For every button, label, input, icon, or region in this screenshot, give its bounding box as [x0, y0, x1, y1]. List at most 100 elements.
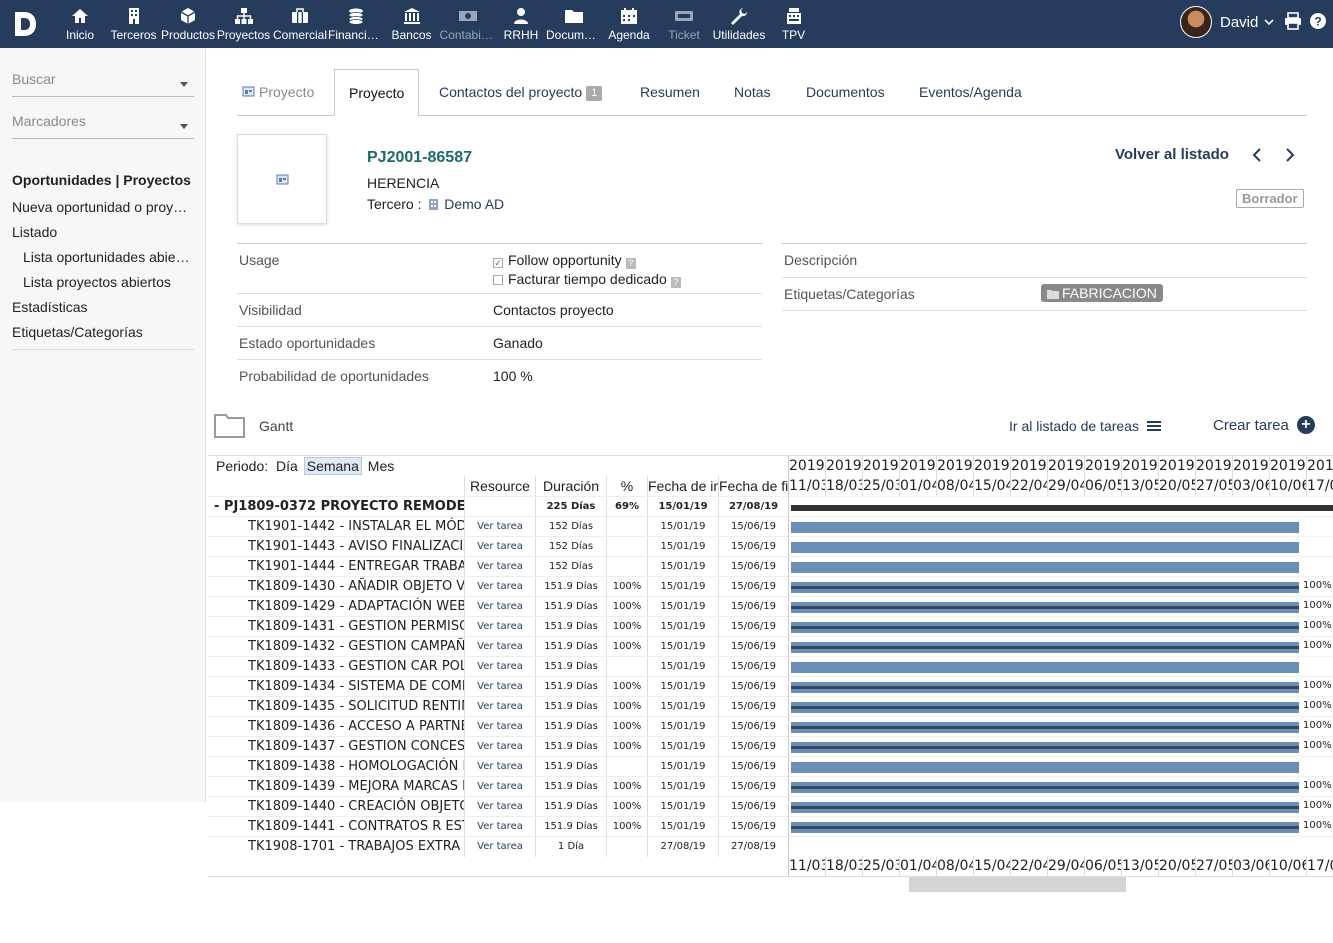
follow-opportunity-checkbox[interactable]: ✓ [493, 258, 503, 268]
gantt-task-row: TK1809-1439 - MEJORA MARCAS M Ver tarea 15… [208, 776, 788, 797]
timeline-week: 15/04 [974, 856, 1011, 876]
period-option-day[interactable]: Día [276, 458, 298, 474]
task-end: 15/06/19 [718, 697, 788, 717]
task-name: TK1901-1442 - INSTALAR EL MÓDULO [248, 519, 464, 534]
task-name: TK1809-1435 - SOLICITUD RENTING [248, 699, 464, 714]
view-task-link[interactable]: Ver tarea [464, 557, 535, 577]
project-title: HERENCIA [367, 175, 440, 191]
nav-item-documentos[interactable]: Documentos [546, 0, 602, 48]
go-to-task-list-link[interactable]: Ir al listado de tareas [1009, 418, 1161, 434]
view-task-link[interactable]: Ver tarea [464, 517, 535, 537]
view-task-link[interactable]: Ver tarea [464, 837, 535, 857]
task-name[interactable]: - PJ1809-0372 PROYECTO REMODELACION [214, 499, 464, 514]
nav-item-proyectos[interactable]: Proyectos [215, 0, 272, 48]
gantt-task-bar[interactable] [791, 582, 1299, 593]
nav-item-ticket[interactable]: Ticket [656, 0, 712, 48]
nav-item-agenda[interactable]: Agenda [602, 0, 656, 48]
nav-item-utilidades[interactable]: Utilidades [712, 0, 766, 48]
view-task-link[interactable]: Ver tarea [464, 577, 535, 597]
tab-project-icon[interactable]: Proyecto [242, 69, 314, 116]
view-task-link[interactable]: Ver tarea [464, 777, 535, 797]
gantt-task-bar[interactable] [791, 822, 1299, 833]
view-task-link[interactable]: Ver tarea [464, 597, 535, 617]
nav-item-bancos[interactable]: Bancos [384, 0, 439, 48]
gantt-task-bar[interactable] [791, 702, 1299, 713]
back-to-list-link[interactable]: Volver al listado [1115, 146, 1229, 163]
gantt-task-bar[interactable] [791, 602, 1299, 613]
printer-icon[interactable] [1284, 12, 1302, 30]
view-task-link[interactable] [464, 497, 535, 517]
left-menu-item[interactable]: Nueva oportunidad o proyecto [12, 199, 194, 215]
gantt-task-bar[interactable] [791, 662, 1299, 673]
gantt-task-bar[interactable] [791, 682, 1299, 693]
dolibarr-logo[interactable] [12, 10, 38, 38]
view-task-link[interactable]: Ver tarea [464, 737, 535, 757]
gantt-task-bar[interactable] [791, 782, 1299, 793]
view-task-link[interactable]: Ver tarea [464, 757, 535, 777]
view-task-link[interactable]: Ver tarea [464, 637, 535, 657]
nav-item-label: TPV [781, 28, 806, 42]
view-task-link[interactable]: Ver tarea [464, 657, 535, 677]
gantt-task-bar[interactable] [791, 722, 1299, 733]
tag-chip[interactable]: FABRICACION [1041, 284, 1163, 302]
horizontal-scrollbar[interactable] [909, 877, 1126, 892]
period-option-month[interactable]: Mes [367, 458, 395, 474]
gantt-progress-bar [791, 606, 1299, 609]
tab-proyecto[interactable]: Proyecto [334, 69, 420, 116]
gantt-task-bar[interactable] [791, 562, 1299, 573]
gantt-bar-percent: 100% [1303, 720, 1332, 731]
view-task-link[interactable]: Ver tarea [464, 617, 535, 637]
list-icon [1146, 421, 1161, 431]
gantt-summary-bar[interactable] [791, 505, 1333, 511]
tab-notas[interactable]: Notas [734, 69, 771, 116]
view-task-link[interactable]: Ver tarea [464, 797, 535, 817]
gantt-task-bar[interactable] [791, 522, 1299, 533]
search-select[interactable]: Buscar [12, 71, 194, 97]
help-icon[interactable]: ? [1309, 12, 1327, 30]
left-menu-item[interactable]: Lista proyectos abiertos [23, 274, 171, 290]
gantt-task-bar[interactable] [791, 762, 1299, 773]
nav-item-tpv[interactable]: TPV [766, 0, 821, 48]
tab-eventos[interactable]: Eventos/Agenda [919, 69, 1022, 116]
bookmarks-select[interactable]: Marcadores [12, 113, 194, 139]
nav-item-financiera[interactable]: Financiera [328, 0, 384, 48]
gantt-task-bar[interactable] [791, 642, 1299, 653]
nav-item-contabilidad[interactable]: Contabilidad [439, 0, 496, 48]
gantt-task-bar[interactable] [791, 802, 1299, 813]
nav-item-terceros[interactable]: Terceros [106, 0, 161, 48]
left-menu-item[interactable]: Etiquetas/Categorías [12, 324, 143, 340]
bill-time-checkbox[interactable] [493, 275, 503, 285]
thirdparty-link[interactable]: Demo AD [444, 196, 505, 212]
nav-item-productos[interactable]: Productos [161, 0, 215, 48]
left-menu-item[interactable]: Oportunidades | Proyectos [12, 172, 191, 188]
left-menu-item[interactable]: Listado [12, 224, 58, 240]
task-end: 15/06/19 [718, 797, 788, 817]
gantt-task-bar[interactable] [791, 622, 1299, 633]
task-duration: 151.9 Días [535, 777, 606, 797]
tab-resumen[interactable]: Resumen [640, 69, 700, 116]
timeline-week: 25/03 [863, 476, 900, 496]
view-task-link[interactable]: Ver tarea [464, 697, 535, 717]
nav-item-rrhh[interactable]: RRHH [496, 0, 546, 48]
left-menu-item[interactable]: Lista oportunidades abiertas [23, 249, 194, 265]
tab-documentos[interactable]: Documentos [806, 69, 885, 116]
gantt-task-bar[interactable] [791, 742, 1299, 753]
timeline-weeks-footer: 11/0318/0325/0301/0408/0415/0422/0429/04… [789, 856, 1333, 876]
create-task-button[interactable]: Crear tarea + [1213, 416, 1315, 434]
tab-contactos[interactable]: Contactos del proyecto 1 [439, 69, 603, 116]
left-menu-item[interactable]: Estadísticas [12, 299, 88, 315]
gantt-task-bar[interactable] [791, 542, 1299, 553]
period-option-week[interactable]: Semana [303, 457, 362, 475]
view-task-link[interactable]: Ver tarea [464, 817, 535, 837]
view-task-link[interactable]: Ver tarea [464, 677, 535, 697]
chevron-right-icon[interactable] [1284, 148, 1296, 162]
view-task-link[interactable]: Ver tarea [464, 537, 535, 557]
chevron-left-icon[interactable] [1251, 148, 1263, 162]
view-task-link[interactable]: Ver tarea [464, 717, 535, 737]
user-menu[interactable]: David [1180, 6, 1274, 38]
project-thumbnail[interactable] [237, 134, 327, 224]
nav-item-label: Terceros [110, 28, 157, 42]
timeline-year: 2019 [1307, 456, 1333, 476]
nav-item-comercial[interactable]: Comercial [272, 0, 328, 48]
nav-item-inicio[interactable]: Inicio [54, 0, 106, 48]
